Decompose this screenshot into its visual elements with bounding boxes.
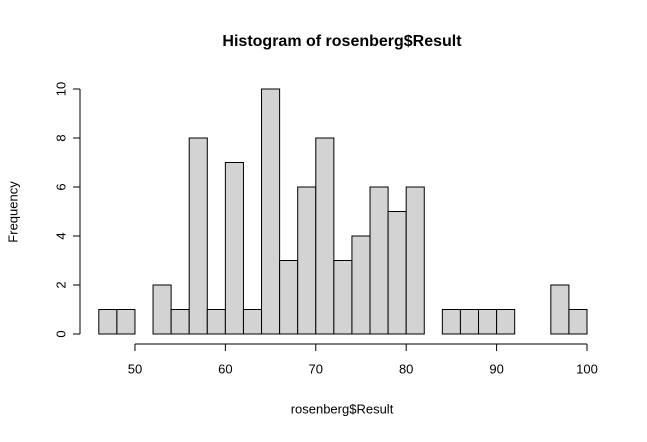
y-tick-label: 0	[53, 330, 68, 337]
bar	[261, 88, 281, 335]
y-tick-label: 8	[53, 134, 68, 141]
bar	[550, 284, 570, 335]
y-tick-label: 2	[53, 281, 68, 288]
bar	[242, 309, 263, 335]
bar	[116, 309, 136, 335]
x-tick-label: 60	[218, 361, 232, 376]
bar	[478, 309, 498, 335]
x-tick-label: 80	[399, 361, 413, 376]
bar	[188, 137, 208, 335]
bar	[333, 260, 353, 335]
bar	[441, 309, 461, 335]
bar	[206, 309, 226, 335]
bar	[152, 284, 172, 335]
y-axis-label: Frequency	[5, 181, 20, 243]
bar	[369, 186, 389, 335]
y-tick-label: 10	[53, 82, 68, 96]
bar	[568, 309, 588, 335]
bar	[351, 235, 371, 335]
bar	[98, 309, 118, 335]
bar	[297, 186, 317, 335]
bar	[459, 309, 480, 335]
bar	[496, 309, 516, 335]
x-tick-label: 70	[309, 361, 323, 376]
bar	[224, 162, 244, 335]
x-axis-label: rosenberg$Result	[291, 401, 394, 416]
x-tick-label: 50	[128, 361, 142, 376]
bar	[315, 137, 335, 335]
bar	[405, 186, 425, 335]
bar	[387, 211, 407, 335]
chart-title: Histogram of rosenberg$Result	[222, 33, 462, 50]
bar	[170, 309, 190, 335]
x-tick-label: 100	[576, 361, 598, 376]
x-tick-label: 90	[489, 361, 503, 376]
y-tick-label: 4	[53, 232, 68, 239]
y-tick-label: 6	[53, 183, 68, 190]
bar	[279, 260, 299, 335]
